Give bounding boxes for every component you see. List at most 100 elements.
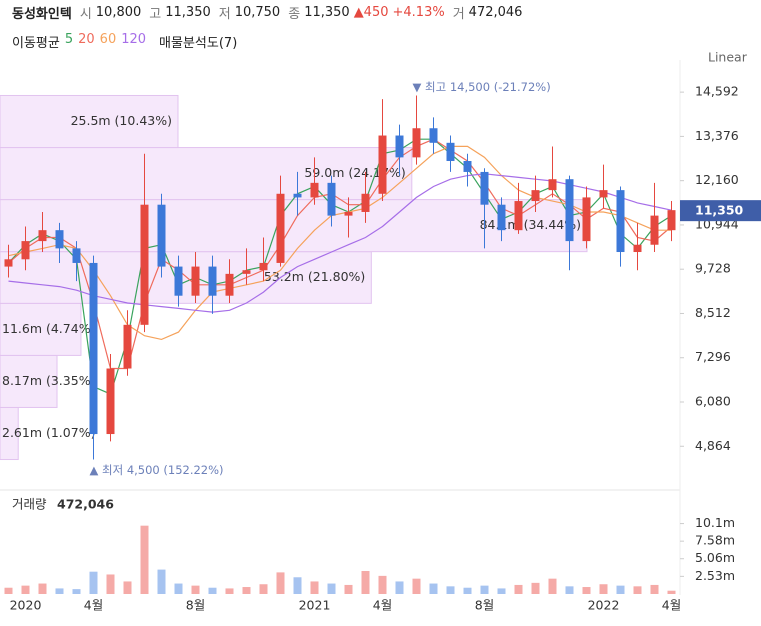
price-tag-label: 11,350 [695, 203, 744, 218]
candle-body [429, 128, 438, 143]
volume-bar [191, 585, 200, 594]
volume-bar [378, 575, 387, 594]
volume-bar [21, 585, 30, 594]
candle-body [582, 197, 591, 242]
candle-body [395, 135, 404, 158]
candle-body [21, 241, 30, 260]
candle-body [514, 201, 523, 231]
candle-body [378, 135, 387, 194]
volume-bar [72, 589, 81, 594]
volume-profile-label: 25.5m (10.43%) [71, 113, 172, 128]
candle-body [633, 244, 642, 253]
volume-bar [344, 584, 353, 594]
y-tick-label: 6,080 [695, 394, 731, 409]
candle-body [208, 266, 217, 296]
y-tick-label: 8,512 [695, 305, 731, 320]
candle-body [225, 273, 234, 296]
candle-body [565, 179, 574, 242]
x-tick-label: 2020 [10, 598, 42, 613]
candle-body [293, 193, 302, 198]
candle-body [191, 266, 200, 296]
candle-body [531, 190, 540, 202]
volume-bar [497, 588, 506, 594]
legend-entry[interactable]: 매물분석도(7) [159, 36, 238, 51]
volume-bar [157, 569, 166, 594]
legend-entry[interactable]: 60 [99, 32, 117, 47]
volume-bar [412, 578, 421, 594]
candle-body [242, 270, 251, 274]
candle-body [72, 248, 81, 263]
candle-body [446, 142, 455, 162]
y-tick-label: 4,864 [695, 438, 731, 453]
volume-bar [429, 583, 438, 594]
volume-label: 거 [452, 6, 465, 22]
candle-body [412, 128, 421, 158]
legend-entry[interactable]: 120 [121, 32, 147, 47]
volume-bar [208, 587, 217, 594]
y-tick-label: 13,376 [695, 128, 739, 143]
candle-body [599, 190, 608, 198]
volume-bar [310, 581, 319, 594]
candle-body [174, 266, 183, 296]
change: ▲450 [353, 4, 389, 20]
high-note: ▼ 최고 14,500 (-21.72%) [413, 80, 551, 94]
volume-tick-label: 7.58m [695, 533, 735, 548]
candle-body [123, 324, 132, 369]
open-label: 시 [79, 6, 92, 22]
legend-entry[interactable]: 5 [64, 32, 74, 47]
legend-entry[interactable]: 20 [78, 32, 95, 47]
volume-bar [565, 586, 574, 594]
x-tick-label: 8월 [475, 598, 494, 613]
candle-body [89, 262, 98, 435]
y-tick-label: 14,592 [695, 84, 739, 99]
candle-body [344, 211, 353, 216]
volume-bar [140, 525, 149, 594]
x-tick-label: 8월 [186, 598, 205, 613]
candle-body [327, 182, 336, 216]
volume-profile-bar [0, 94, 179, 149]
candle-body [38, 230, 47, 242]
volume-profile-bar [0, 302, 82, 356]
scale-label[interactable]: Linear [708, 50, 748, 65]
volume-tick-label: 5.06m [695, 550, 735, 565]
volume-profile-label: 2.61m (1.07%) [2, 425, 95, 440]
high-label: 고 [149, 6, 162, 22]
volume-bar [463, 587, 472, 594]
stock-name: 동성화인텍 [12, 6, 72, 22]
volume-bar [548, 578, 557, 594]
candle-body [361, 193, 370, 212]
volume-tick-label: 2.53m [695, 568, 735, 583]
candle-body [480, 171, 489, 205]
candle-body [616, 190, 625, 253]
volume-title-value: 472,046 [57, 497, 114, 512]
volume-bar [276, 572, 285, 594]
candle-body [4, 259, 13, 267]
candle-body [276, 193, 285, 263]
x-tick-label: 4월 [84, 598, 103, 613]
volume-bar [242, 587, 251, 594]
candle-body [497, 204, 506, 231]
low-value: 10,750 [234, 4, 281, 20]
volume-bar [123, 581, 132, 594]
candle-body [55, 230, 64, 249]
y-tick-label: 7,296 [695, 349, 731, 364]
volume-bar [395, 581, 404, 594]
x-tick-label: 4월 [373, 598, 392, 613]
volume-bar [446, 586, 455, 594]
volume-bar [361, 570, 370, 594]
volume-bar [616, 585, 625, 594]
volume-bar [38, 583, 47, 594]
moving-average-line [8, 138, 672, 370]
volume-profile-bar [0, 354, 58, 408]
volume-profile-label: 53.2m (21.80%) [264, 269, 365, 284]
volume-bar [4, 587, 13, 594]
change-pct: +4.13% [392, 4, 445, 20]
high-value: 11,350 [165, 4, 211, 20]
volume-bar [225, 588, 234, 594]
candle-body [140, 204, 149, 325]
price-tag [680, 200, 761, 222]
volume-bar [55, 588, 64, 594]
volume-profile-bar [0, 251, 372, 304]
volume-bar [582, 587, 591, 594]
candle-body [310, 182, 319, 198]
